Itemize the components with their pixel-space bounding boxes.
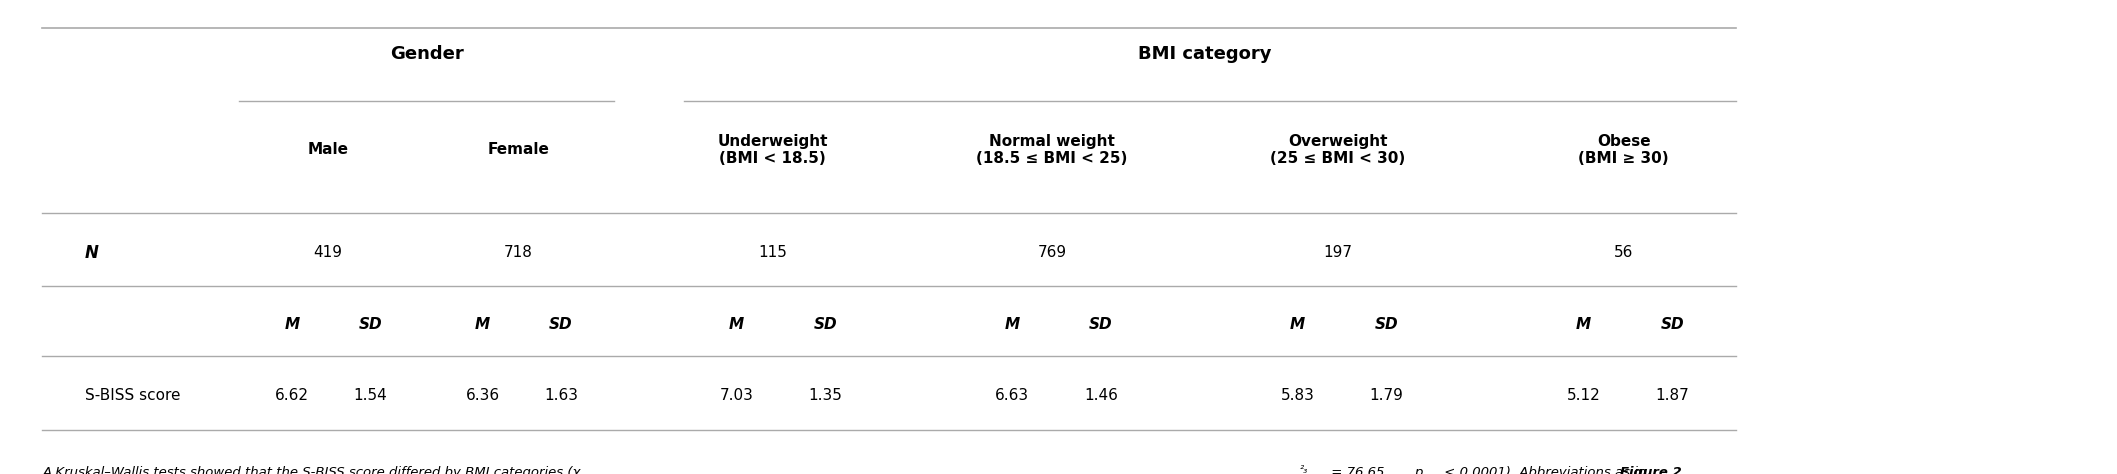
Text: 5.83: 5.83	[1281, 389, 1315, 403]
Text: 5.12: 5.12	[1567, 389, 1600, 403]
Text: 1.46: 1.46	[1084, 389, 1118, 403]
Text: Underweight
(BMI < 18.5): Underweight (BMI < 18.5)	[718, 134, 828, 166]
Text: 718: 718	[504, 246, 533, 260]
Text: Figure 2: Figure 2	[1620, 465, 1681, 474]
Text: Female: Female	[487, 142, 550, 157]
Text: SD: SD	[358, 317, 383, 332]
Text: p: p	[1414, 465, 1423, 474]
Text: 6.62: 6.62	[275, 389, 309, 403]
Text: BMI category: BMI category	[1137, 45, 1272, 63]
Text: 6.63: 6.63	[995, 389, 1029, 403]
Text: Normal weight
(18.5 ≤ BMI < 25): Normal weight (18.5 ≤ BMI < 25)	[976, 134, 1128, 166]
Text: Gender: Gender	[390, 45, 464, 63]
Text: .: .	[1727, 465, 1732, 474]
Text: 1.35: 1.35	[809, 389, 843, 403]
Text: SD: SD	[1374, 317, 1399, 332]
Text: 7.03: 7.03	[720, 389, 754, 403]
Text: M: M	[1003, 317, 1020, 332]
Text: S-BISS score: S-BISS score	[85, 389, 180, 403]
Text: M: M	[284, 317, 301, 332]
Text: SD: SD	[1088, 317, 1114, 332]
Text: 1.54: 1.54	[354, 389, 387, 403]
Text: Male: Male	[307, 142, 349, 157]
Text: SD: SD	[1660, 317, 1685, 332]
Text: M: M	[728, 317, 745, 332]
Text: 419: 419	[313, 246, 343, 260]
Text: N: N	[85, 244, 99, 262]
Text: 1.79: 1.79	[1370, 389, 1404, 403]
Text: 197: 197	[1323, 246, 1353, 260]
Text: SD: SD	[813, 317, 838, 332]
Text: M: M	[1289, 317, 1306, 332]
Text: = 76.65,: = 76.65,	[1327, 465, 1393, 474]
Text: 56: 56	[1613, 246, 1634, 260]
Text: 6.36: 6.36	[466, 389, 500, 403]
Text: A Kruskal–Wallis tests showed that the S-BISS score differed by BMI categories (: A Kruskal–Wallis tests showed that the S…	[42, 465, 580, 474]
Text: 115: 115	[758, 246, 788, 260]
Text: 1.63: 1.63	[544, 389, 578, 403]
Text: Overweight
(25 ≤ BMI < 30): Overweight (25 ≤ BMI < 30)	[1270, 134, 1406, 166]
Text: < 0.0001). Abbreviations as in: < 0.0001). Abbreviations as in	[1440, 465, 1649, 474]
Text: 1.87: 1.87	[1655, 389, 1689, 403]
Text: ²₃: ²₃	[1300, 465, 1308, 474]
Text: Obese
(BMI ≥ 30): Obese (BMI ≥ 30)	[1579, 134, 1668, 166]
Text: 769: 769	[1037, 246, 1067, 260]
Text: SD: SD	[548, 317, 574, 332]
Text: M: M	[474, 317, 491, 332]
Text: M: M	[1575, 317, 1592, 332]
